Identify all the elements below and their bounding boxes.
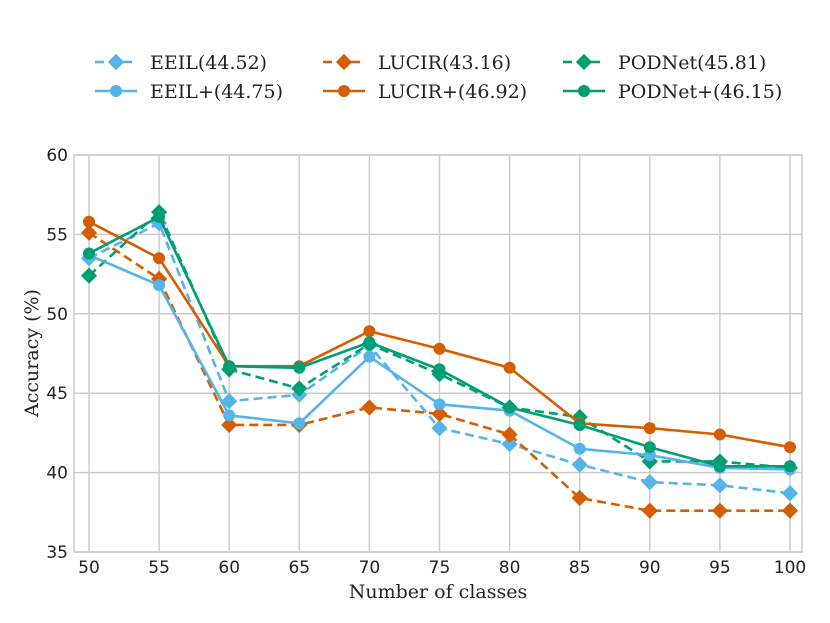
data-point-circle <box>573 442 586 455</box>
data-point-circle <box>83 247 95 260</box>
data-point-circle <box>784 441 796 454</box>
y-tick-label: 45 <box>46 384 68 404</box>
data-point-circle <box>363 325 376 338</box>
x-axis-ticks: 50 55 60 65 70 75 80 85 90 95 100 <box>78 558 806 578</box>
legend-entry: EEIL+(44.75) <box>95 81 283 103</box>
data-point-circle <box>363 350 376 363</box>
legend-entry: PODNet+(46.15) <box>563 81 782 103</box>
data-point-diamond <box>335 53 353 71</box>
data-point-circle <box>433 342 446 355</box>
legend-entry: PODNet(45.81) <box>563 52 766 74</box>
data-point-circle <box>110 85 122 97</box>
data-point-diamond <box>80 224 98 241</box>
x-tick-label: 80 <box>499 558 521 578</box>
x-tick-label: 50 <box>78 558 100 578</box>
legend-label: PODNet(45.81) <box>618 52 766 74</box>
x-tick-label: 60 <box>218 558 240 578</box>
legend: EEIL(44.52) EEIL+(44.75) LUCIR(43.16) LUCIR… <box>95 52 782 103</box>
data-point-diamond <box>781 502 799 519</box>
legend-label: LUCIR(43.16) <box>378 52 511 74</box>
data-point-circle <box>83 215 95 228</box>
data-point-circle <box>338 85 350 97</box>
legend-label: EEIL+(44.75) <box>150 81 283 103</box>
x-tick-label: 65 <box>288 558 310 578</box>
y-axis-ticks: 35 40 45 50 55 60 <box>46 146 68 563</box>
legend-entry: LUCIR(43.16) <box>323 52 511 74</box>
data-point-diamond <box>501 435 518 453</box>
data-point-diamond <box>781 485 799 502</box>
data-point-diamond <box>291 380 308 397</box>
x-tick-label: 95 <box>709 558 731 578</box>
data-point-diamond <box>641 474 658 491</box>
data-point-diamond <box>107 53 125 71</box>
data-point-circle <box>293 417 306 430</box>
y-tick-label: 40 <box>46 464 68 484</box>
series-5 <box>83 210 796 473</box>
x-tick-label: 70 <box>359 558 381 578</box>
data-point-circle <box>713 428 726 441</box>
data-point-circle <box>363 336 376 349</box>
data-point-circle <box>433 363 446 376</box>
data-point-circle <box>643 441 656 454</box>
y-tick-label: 55 <box>46 225 68 245</box>
data-point-diamond <box>361 399 378 416</box>
data-point-diamond <box>80 267 98 284</box>
data-point-circle <box>433 398 446 411</box>
x-tick-label: 100 <box>774 558 806 578</box>
data-point-circle <box>223 409 236 422</box>
x-tick-label: 55 <box>148 558 170 578</box>
x-tick-label: 85 <box>569 558 591 578</box>
legend-label: PODNet+(46.15) <box>618 81 782 103</box>
data-point-circle <box>293 361 306 374</box>
data-point-circle <box>713 460 726 473</box>
data-point-circle <box>784 460 796 473</box>
data-point-diamond <box>221 416 238 434</box>
x-tick-label: 90 <box>639 558 661 578</box>
y-tick-label: 50 <box>46 305 68 325</box>
data-point-circle <box>223 360 236 373</box>
legend-label: EEIL(44.52) <box>150 52 267 74</box>
legend-label: LUCIR+(46.92) <box>378 81 527 103</box>
grid-lines <box>74 154 802 553</box>
data-point-circle <box>153 210 166 223</box>
data-point-circle <box>153 279 166 292</box>
data-point-circle <box>503 361 516 374</box>
data-point-diamond <box>575 53 593 71</box>
data-point-diamond <box>571 489 588 507</box>
data-point-diamond <box>711 477 728 494</box>
legend-entry: LUCIR+(46.92) <box>323 81 527 103</box>
y-tick-label: 35 <box>46 543 68 563</box>
data-point-diamond <box>431 405 448 422</box>
series-line <box>88 231 790 513</box>
data-point-diamond <box>711 502 728 519</box>
data-point-circle <box>503 401 516 414</box>
x-tick-label: 75 <box>429 558 451 578</box>
data-point-diamond <box>641 502 658 519</box>
y-axis-label: Accuracy (%) <box>21 289 43 418</box>
y-tick-label: 60 <box>46 146 68 166</box>
x-axis-label: Number of classes <box>349 581 527 603</box>
data-point-diamond <box>501 426 518 443</box>
data-point-circle <box>573 418 586 431</box>
data-point-diamond <box>431 420 448 437</box>
data-point-circle <box>643 422 656 435</box>
data-point-circle <box>153 252 166 265</box>
legend-entry: EEIL(44.52) <box>95 52 267 74</box>
data-point-diamond <box>571 456 588 473</box>
series-layer <box>80 204 799 519</box>
data-point-circle <box>578 85 590 97</box>
data-point-diamond <box>571 408 588 426</box>
